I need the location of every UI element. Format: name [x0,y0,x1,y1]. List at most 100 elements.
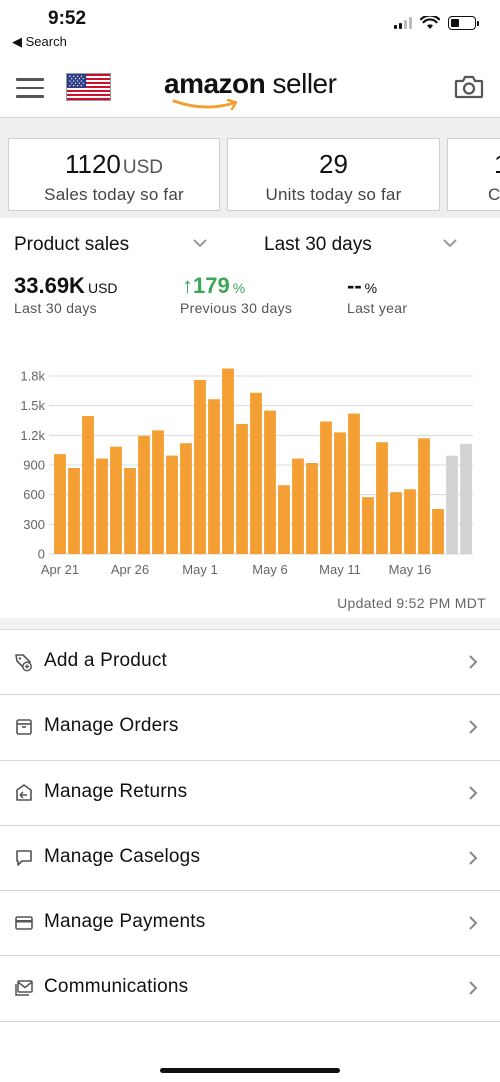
menu-item-manage-returns[interactable]: Manage Returns [0,761,500,826]
menu-item-manage-orders[interactable]: Manage Orders [0,695,500,761]
sales-bar-chart: 0 300 600 900 1.2k 1.5k 1.8k Apr 21 Apr 26 May 1 M… [20,368,473,577]
kpi-unit: USD [122,157,164,178]
chart-bar[interactable] [138,435,150,554]
chart-bar[interactable] [348,413,360,554]
y-tick-label: 0 [38,547,45,562]
y-tick-label: 900 [23,458,45,473]
chart-bar[interactable] [180,443,192,554]
chevron-down-icon[interactable] [192,238,208,248]
chart-bar[interactable] [96,458,108,554]
menu-item-label: Manage Payments [44,911,206,933]
credit-card-icon [15,916,33,930]
chart-bar[interactable] [68,467,80,554]
cellular-signal-icon [394,17,412,29]
chevron-right-icon [469,851,478,865]
status-bar: 9:52 ◀ Search [0,0,500,56]
menu-item-label: Add a Product [44,650,168,671]
kpi-value: 29 [319,149,348,179]
kpi-label: C [488,185,500,204]
kpi-card-units-today[interactable]: 29 Units today so far [227,138,440,211]
menu-item-manage-payments[interactable]: Manage Payments [0,891,500,957]
chart-bar[interactable] [306,463,318,554]
chevron-right-icon [469,785,478,800]
kpi-card-partial[interactable]: 1 C [447,138,500,211]
home-indicator[interactable] [160,1068,340,1073]
kpi-label: Units today so far [265,185,402,204]
chat-bubble-icon [16,850,32,866]
kpi-value: 1 [448,149,500,180]
metric-previous-label: Previous 30 days [180,300,293,316]
back-to-search-link[interactable]: ◀ Search [12,34,67,49]
chart-selectors: Product sales Last 30 days [0,232,500,260]
chart-bar[interactable] [320,421,332,554]
action-menu: Add a Product Manage Orders Manage Retur… [0,630,500,1022]
y-tick-label: 300 [23,517,45,532]
wifi-icon [420,16,440,29]
x-tick-label: May 16 [389,562,432,577]
chart-bar[interactable] [264,410,276,554]
amazon-seller-logo: amazon seller [164,68,337,99]
menu-item-label: Manage Orders [44,715,179,737]
x-tick-label: Apr 21 [41,562,79,577]
chart-bar[interactable] [208,399,220,554]
envelope-icon [15,980,33,997]
hamburger-menu-icon[interactable] [16,78,44,104]
chart-bar[interactable] [362,497,374,554]
chart-bar[interactable] [124,467,136,554]
chart-bar[interactable] [292,458,304,554]
orders-box-icon [16,719,32,736]
chart-bar[interactable] [460,443,472,554]
chevron-right-icon [469,655,478,669]
chart-bar[interactable] [390,492,402,554]
chart-bar[interactable] [82,416,94,554]
add-product-icon [15,654,32,672]
chart-bar[interactable] [432,509,444,554]
metric-last-year-label: Last year [347,300,408,316]
menu-item-label: Manage Caselogs [44,845,201,867]
amazon-smile-icon [172,98,238,111]
chart-bar[interactable] [404,489,416,554]
y-tick-label: 600 [23,487,45,502]
menu-item-add-product[interactable]: Add a Product [0,630,500,696]
chart-bar[interactable] [236,423,248,554]
chart-bar[interactable] [334,432,346,554]
section-divider [0,618,500,630]
y-tick-label: 1.5k [20,398,45,413]
metric-selector[interactable]: Product sales [14,234,130,255]
kpi-value: 1120 [64,149,121,179]
returns-box-icon [16,783,32,801]
metric-current-label: Last 30 days [14,300,97,316]
chart-bar[interactable] [110,446,122,554]
chevron-right-icon [469,720,478,735]
chart-bar[interactable] [376,442,388,554]
chart-bar[interactable] [222,368,234,554]
y-tick-label: 1.8k [20,369,45,384]
x-tick-label: Apr 26 [111,562,149,577]
x-tick-label: May 1 [182,562,217,577]
chart-bar[interactable] [152,430,164,554]
metric-previous-value: ↑179% [182,273,246,298]
status-icons [394,16,479,30]
period-selector[interactable]: Last 30 days [264,234,372,255]
kpi-label: Sales today so far [44,185,184,204]
chart-bar[interactable] [446,455,458,554]
menu-item-communications[interactable]: Communications [0,956,500,1022]
chart-bar[interactable] [54,454,66,554]
updated-timestamp: Updated 9:52 PM MDT [337,595,486,611]
menu-item-label: Manage Returns [44,780,188,802]
chart-bar[interactable] [194,379,206,554]
chart-bar[interactable] [418,438,430,554]
camera-icon[interactable] [454,74,484,100]
kpi-card-sales-today[interactable]: 1120 USD Sales today so far [8,138,220,211]
us-flag-icon[interactable] [66,73,111,101]
menu-item-manage-caselogs[interactable]: Manage Caselogs [0,826,500,892]
chart-bar[interactable] [278,485,290,554]
chart-bar[interactable] [166,455,178,554]
metric-current-value: 33.69K USD [14,273,118,298]
x-tick-label: May 11 [319,562,361,577]
chevron-right-icon [469,916,478,930]
chevron-down-icon[interactable] [442,238,458,248]
menu-item-label: Communications [44,976,189,998]
chart-bar[interactable] [250,392,262,554]
chevron-right-icon [469,981,478,996]
